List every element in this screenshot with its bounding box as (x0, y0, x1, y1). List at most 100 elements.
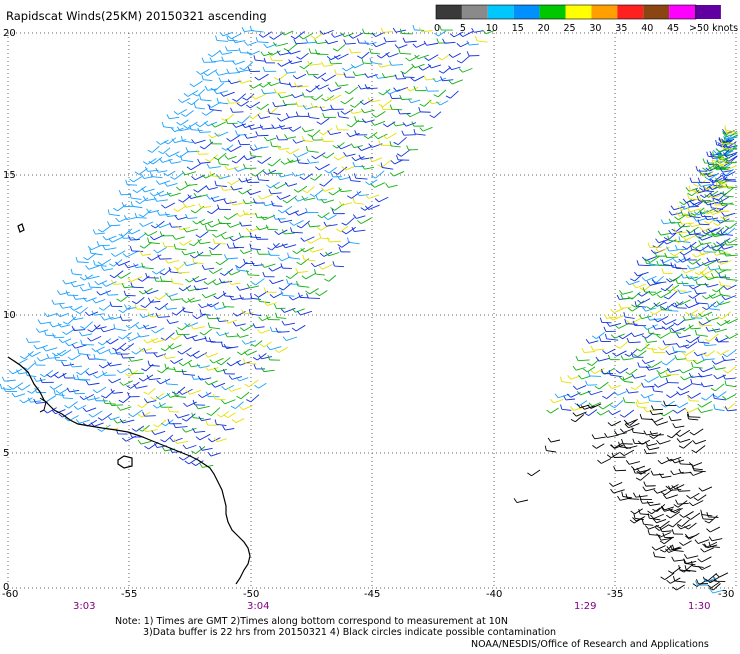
wind-barb-feather (164, 182, 167, 186)
island-marajo (118, 456, 132, 468)
wind-barb-feather (208, 135, 212, 138)
wind-barb-feather (207, 413, 211, 415)
wind-barb-feather (227, 244, 229, 249)
wind-barb (650, 401, 662, 402)
wind-barb-feather (80, 326, 84, 328)
wind-barb-feather (696, 166, 698, 171)
wind-barb (728, 187, 738, 188)
wind-barb-feather (712, 361, 715, 365)
wind-barb-feather (291, 36, 295, 39)
wind-barb (669, 311, 678, 312)
wind-barb-feather (292, 328, 296, 331)
wind-barb (89, 266, 99, 269)
wind-barb (91, 246, 100, 250)
wind-barb-feather (141, 174, 144, 178)
x-tick-label: -55 (121, 589, 137, 600)
wind-barb-feather (183, 307, 184, 312)
wind-barb (149, 378, 160, 379)
wind-barb-feather (283, 200, 287, 203)
wind-barb-feather (263, 202, 266, 206)
wind-barb-feather (136, 325, 139, 329)
wind-barb (352, 52, 361, 53)
wind-barb-feather (672, 557, 674, 561)
wind-barb-feather (230, 238, 234, 241)
wind-barb-feather (187, 353, 191, 356)
wind-barb (178, 415, 189, 418)
wind-barb-feather (300, 66, 304, 69)
legend-swatch (436, 5, 462, 19)
wind-barb-feather (174, 267, 178, 269)
wind-barb-feather (151, 225, 155, 228)
wind-barb-feather (189, 244, 193, 246)
wind-barb (240, 288, 250, 290)
wind-barb-feather (259, 317, 263, 321)
wind-barb-feather (157, 380, 161, 383)
wind-barb (680, 464, 691, 465)
wind-barb (203, 80, 212, 81)
wind-barb-feather (607, 455, 611, 458)
wind-barb-feather (669, 211, 672, 215)
wind-barb (242, 80, 251, 83)
legend-swatch (488, 5, 514, 19)
wind-barb-feather (132, 301, 136, 303)
wind-barb-feather (253, 357, 257, 360)
wind-barb-feather (686, 340, 690, 343)
wind-barb (592, 360, 599, 366)
wind-barb (251, 395, 259, 402)
wind-barb (196, 278, 207, 281)
wind-barb-feather (272, 201, 273, 206)
wind-barb-feather (701, 549, 705, 553)
wind-barb (97, 387, 106, 393)
wind-barb (584, 352, 595, 353)
wind-barb (121, 407, 132, 411)
wind-barb (88, 398, 99, 401)
wind-barb (353, 33, 363, 38)
wind-barb-feather (717, 301, 720, 305)
wind-barb (194, 327, 205, 330)
wind-barb (311, 238, 321, 244)
wind-barb (361, 218, 371, 224)
wind-barb-feather (237, 352, 241, 355)
wind-barb (289, 258, 300, 259)
wind-barb (697, 293, 707, 294)
wind-barb (664, 410, 674, 416)
wind-barb-feather (645, 338, 647, 342)
wind-barb-feather (162, 122, 163, 127)
wind-barb (709, 309, 720, 310)
wind-barb (681, 291, 692, 293)
wind-barb (654, 514, 664, 518)
wind-barb (55, 337, 65, 338)
wind-barb-feather (666, 395, 670, 398)
wind-barb-feather (609, 385, 612, 389)
wind-barb-feather (283, 337, 286, 341)
wind-barb-feather (86, 372, 89, 376)
wind-barb (593, 349, 604, 350)
wind-barb (349, 87, 358, 94)
wind-barb (415, 64, 425, 67)
wind-barb (217, 40, 228, 41)
wind-barb-feather (619, 377, 623, 380)
wind-barb-feather (293, 251, 297, 254)
wind-barb-feather (140, 246, 144, 248)
time-label: 1:29 (574, 601, 596, 612)
wind-barb-feather (261, 264, 264, 268)
wind-barb (261, 117, 270, 119)
wind-barb-feather (705, 177, 709, 180)
wind-barb-feather (144, 392, 148, 394)
wind-barb-feather (179, 288, 183, 291)
wind-barb-feather (545, 446, 546, 451)
wind-barb (195, 338, 207, 341)
wind-barb (281, 174, 292, 176)
wind-barb (729, 334, 738, 339)
wind-barb (212, 208, 219, 214)
wind-barb (326, 95, 334, 101)
wind-barb-feather (635, 301, 636, 306)
wind-barb (174, 359, 183, 364)
wind-barb (614, 490, 625, 493)
wind-barb (175, 427, 187, 428)
wind-barb (642, 316, 652, 319)
wind-barb-feather (92, 299, 95, 303)
wind-barb-feather (243, 98, 247, 100)
wind-barb-feather (151, 330, 155, 333)
wind-barb (704, 277, 713, 278)
